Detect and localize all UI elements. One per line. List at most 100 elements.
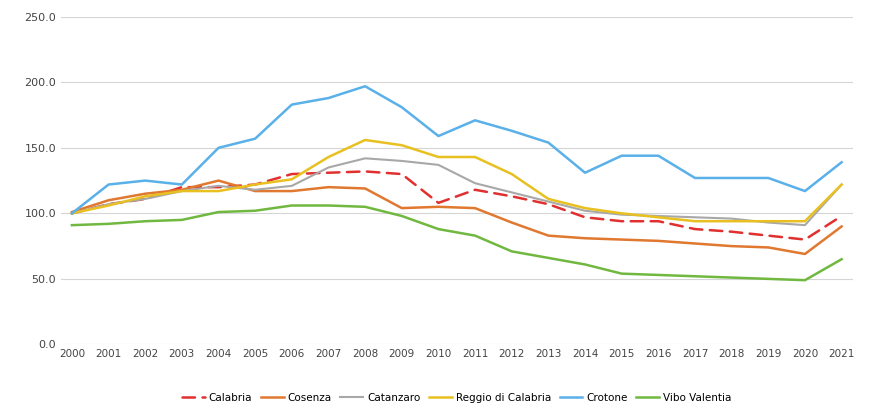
Reggio di Calabria [286, 177, 296, 182]
Calabria [103, 202, 114, 207]
Reggio di Calabria [653, 215, 663, 220]
Vibo Valentia [213, 210, 223, 215]
Calabria [213, 185, 223, 190]
Reggio di Calabria [506, 171, 516, 176]
Catanzaro [396, 158, 407, 163]
Vibo Valentia [323, 203, 334, 208]
Crotone [689, 176, 700, 181]
Crotone [103, 182, 114, 187]
Vibo Valentia [506, 249, 516, 254]
Reggio di Calabria [835, 182, 846, 187]
Line: Cosenza: Cosenza [72, 181, 840, 254]
Vibo Valentia [726, 275, 736, 280]
Crotone [433, 134, 443, 139]
Crotone [176, 182, 187, 187]
Catanzaro [762, 220, 773, 225]
Cosenza [799, 252, 809, 257]
Calabria [67, 211, 77, 216]
Catanzaro [249, 187, 260, 192]
Crotone [286, 102, 296, 107]
Line: Calabria: Calabria [72, 171, 840, 239]
Vibo Valentia [616, 271, 627, 276]
Catanzaro [323, 165, 334, 170]
Cosenza [140, 191, 150, 196]
Reggio di Calabria [140, 194, 150, 199]
Catanzaro [579, 208, 589, 213]
Vibo Valentia [360, 204, 370, 209]
Catanzaro [616, 212, 627, 217]
Crotone [542, 140, 553, 145]
Vibo Valentia [689, 274, 700, 279]
Cosenza [726, 244, 736, 249]
Crotone [579, 170, 589, 175]
Calabria [616, 219, 627, 224]
Calabria [653, 219, 663, 224]
Cosenza [542, 233, 553, 238]
Crotone [835, 160, 846, 165]
Catanzaro [542, 199, 553, 204]
Catanzaro [433, 163, 443, 168]
Vibo Valentia [249, 208, 260, 213]
Crotone [762, 176, 773, 181]
Cosenza [433, 204, 443, 209]
Catanzaro [799, 223, 809, 228]
Reggio di Calabria [67, 211, 77, 216]
Cosenza [323, 185, 334, 190]
Reggio di Calabria [323, 155, 334, 160]
Catanzaro [835, 182, 846, 187]
Catanzaro [469, 181, 480, 186]
Crotone [249, 136, 260, 141]
Reggio di Calabria [176, 189, 187, 194]
Crotone [323, 95, 334, 100]
Cosenza [653, 239, 663, 244]
Legend: Calabria, Cosenza, Catanzaro, Reggio di Calabria, Crotone, Vibo Valentia: Calabria, Cosenza, Catanzaro, Reggio di … [177, 389, 735, 407]
Crotone [213, 145, 223, 150]
Cosenza [579, 236, 589, 241]
Vibo Valentia [396, 213, 407, 218]
Vibo Valentia [140, 219, 150, 224]
Catanzaro [286, 183, 296, 188]
Crotone [616, 153, 627, 158]
Catanzaro [360, 156, 370, 161]
Calabria [433, 200, 443, 205]
Cosenza [286, 189, 296, 194]
Vibo Valentia [762, 276, 773, 281]
Cosenza [689, 241, 700, 246]
Cosenza [762, 245, 773, 250]
Vibo Valentia [835, 257, 846, 262]
Crotone [67, 211, 77, 216]
Vibo Valentia [67, 223, 77, 228]
Catanzaro [103, 202, 114, 207]
Calabria [140, 197, 150, 202]
Reggio di Calabria [762, 219, 773, 224]
Calabria [762, 233, 773, 238]
Calabria [286, 171, 296, 176]
Cosenza [249, 189, 260, 194]
Crotone [396, 105, 407, 110]
Crotone [799, 189, 809, 194]
Vibo Valentia [469, 233, 480, 238]
Calabria [689, 226, 700, 231]
Reggio di Calabria [213, 189, 223, 194]
Vibo Valentia [579, 262, 589, 267]
Reggio di Calabria [542, 197, 553, 202]
Crotone [726, 176, 736, 181]
Line: Vibo Valentia: Vibo Valentia [72, 205, 840, 280]
Calabria [469, 187, 480, 192]
Reggio di Calabria [689, 219, 700, 224]
Cosenza [103, 198, 114, 203]
Reggio di Calabria [396, 143, 407, 148]
Reggio di Calabria [726, 219, 736, 224]
Cosenza [616, 237, 627, 242]
Reggio di Calabria [249, 182, 260, 187]
Calabria [799, 237, 809, 242]
Crotone [469, 118, 480, 123]
Calabria [176, 185, 187, 190]
Catanzaro [726, 216, 736, 221]
Calabria [396, 171, 407, 176]
Cosenza [176, 187, 187, 192]
Vibo Valentia [103, 221, 114, 226]
Crotone [506, 128, 516, 133]
Catanzaro [140, 197, 150, 202]
Reggio di Calabria [360, 137, 370, 142]
